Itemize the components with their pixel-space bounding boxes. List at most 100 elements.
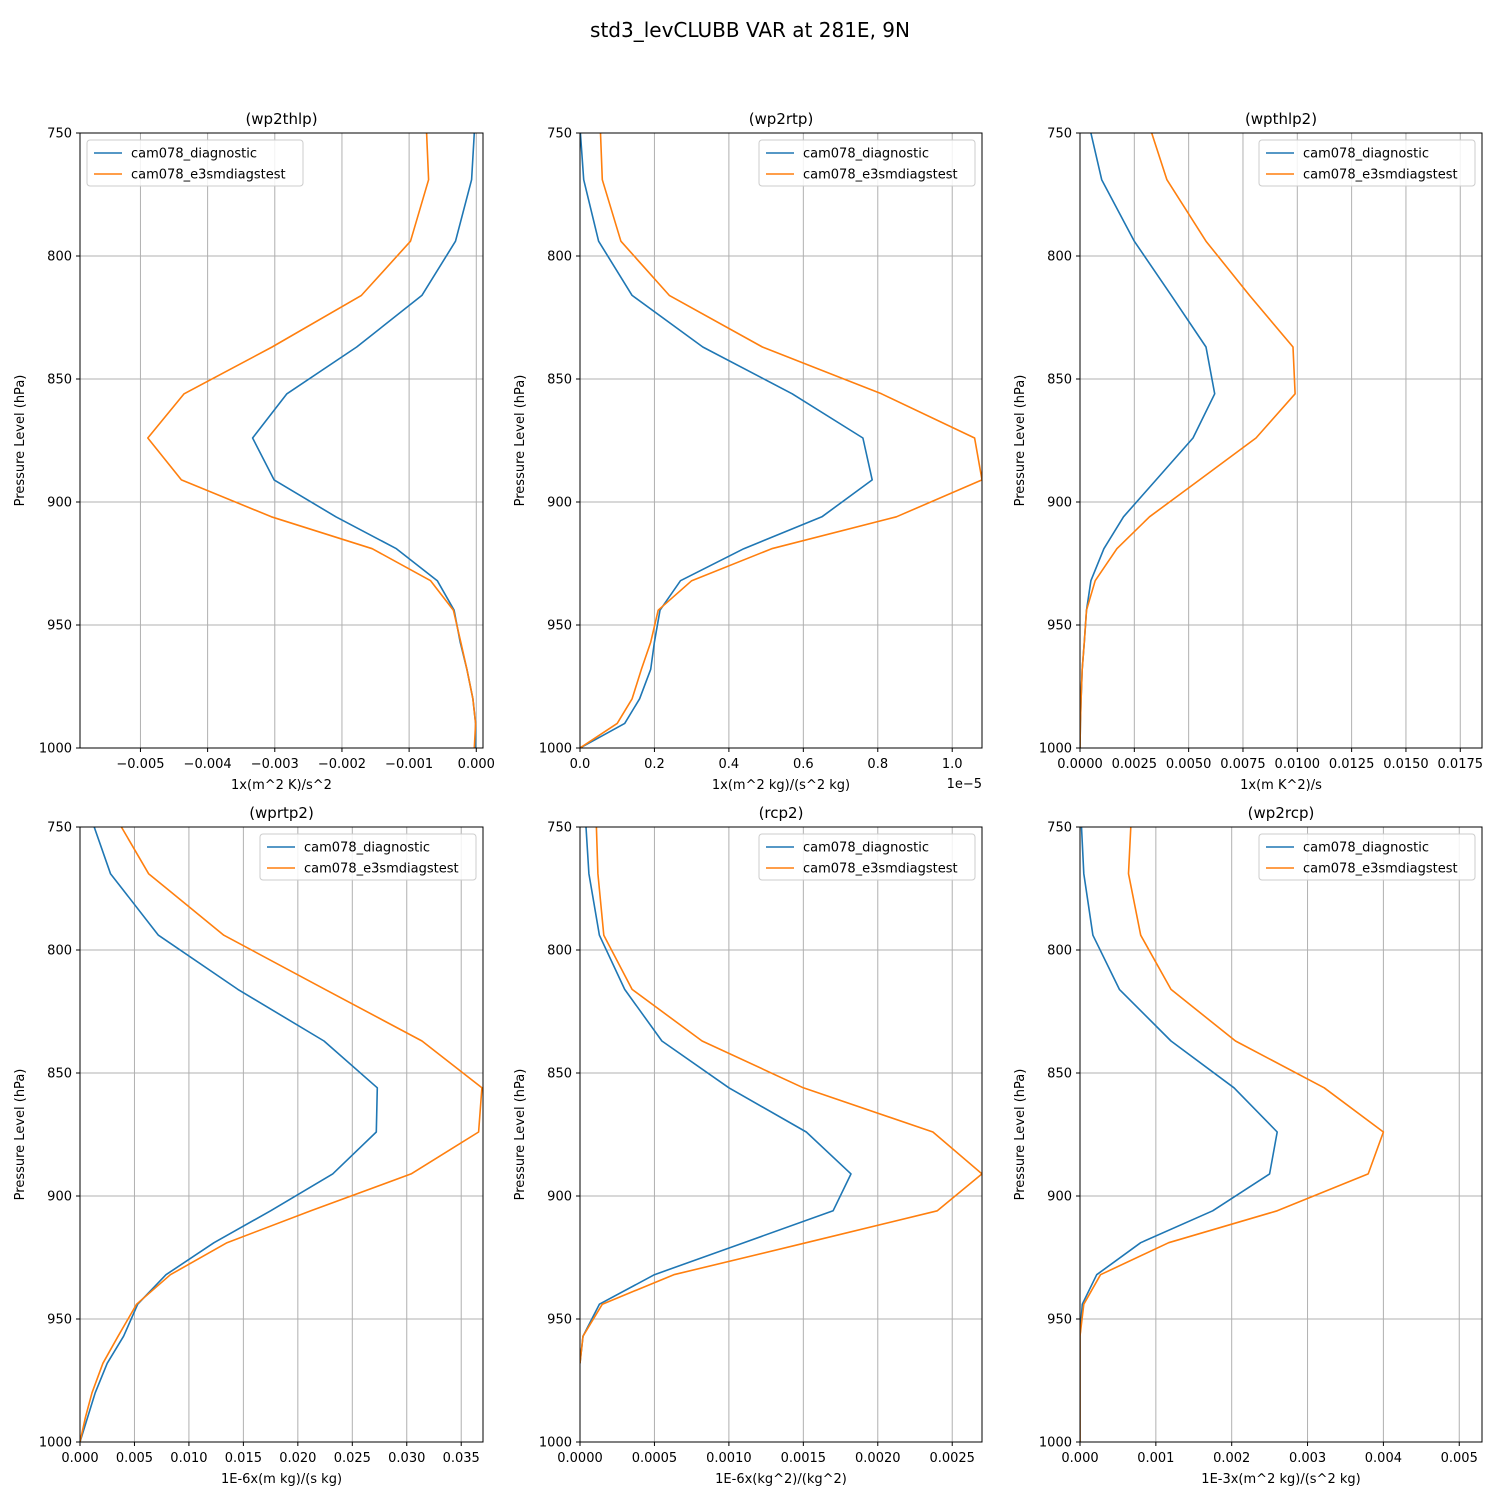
- y-tick-label: 750: [1047, 821, 1072, 836]
- x-tick-label: 0.0010: [706, 1451, 752, 1466]
- x-tick-label: 0.0000: [1057, 757, 1103, 772]
- axes-frame: [579, 826, 983, 1443]
- legend: cam078_diagnostic cam078_e3smdiagstest: [1258, 139, 1476, 187]
- y-tick-label: 950: [1047, 619, 1072, 634]
- y-tick-label: 800: [1047, 250, 1072, 265]
- axes-frame: [79, 826, 484, 1443]
- series-line: [1080, 827, 1278, 1442]
- y-tick-label: 900: [547, 496, 572, 511]
- series-line: [1080, 133, 1296, 748]
- series-line: [1080, 133, 1216, 748]
- x-tick-label: 0.002: [1213, 1451, 1250, 1466]
- legend-entry: cam078_e3smdiagstest: [304, 862, 459, 877]
- series-group: [1080, 133, 1296, 748]
- y-tick-label: 850: [547, 373, 572, 388]
- x-tick-label: 0.001: [1137, 1451, 1174, 1466]
- legend: cam078_diagnostic cam078_e3smdiagstest: [758, 833, 976, 881]
- legend-box: [259, 833, 477, 881]
- y-tick-label: 800: [47, 944, 72, 959]
- y-axis-label: Pressure Level (hPa): [1013, 375, 1028, 507]
- y-tick-label: 750: [47, 127, 72, 142]
- legend-entry: cam078_diagnostic: [304, 841, 430, 856]
- x-tick-label: 0.000: [61, 1451, 98, 1466]
- y-tick-label: 850: [547, 1067, 572, 1082]
- y-tick-label: 850: [47, 373, 72, 388]
- legend-box: [1258, 833, 1476, 881]
- panel-title: (wprtp2): [249, 804, 314, 822]
- y-axis-label: Pressure Level (hPa): [1013, 1069, 1028, 1201]
- x-tick-label: 0.0005: [632, 1451, 678, 1466]
- x-axis-label: 1E-6x(kg^2)/(kg^2): [715, 1472, 847, 1487]
- legend-entry: cam078_e3smdiagstest: [803, 168, 958, 183]
- x-tick-label: 0.8: [867, 757, 888, 772]
- series-line: [80, 827, 483, 1442]
- x-tick-label: 1.0: [942, 757, 963, 772]
- y-tick-label: 950: [1047, 1313, 1072, 1328]
- panel-title: (wp2rcp): [1248, 804, 1315, 822]
- series-group: [80, 827, 483, 1442]
- legend-box: [86, 139, 304, 187]
- x-tick-label: 0.0050: [1166, 757, 1212, 772]
- x-tick-label: 0.0150: [1383, 757, 1429, 772]
- series-line: [1080, 827, 1385, 1442]
- y-tick-label: 900: [1047, 1190, 1072, 1205]
- x-tick-label: 0.2: [644, 757, 665, 772]
- x-tick-label: 0.000: [1061, 1451, 1098, 1466]
- x-tick-label: 0.0175: [1438, 757, 1484, 772]
- x-tick-label: 0.005: [116, 1451, 153, 1466]
- chart-panel: 0.0000 0.0005 0.0010 0.0015 0.0020 0.0025 750 8…: [513, 804, 983, 1487]
- series-line: [580, 133, 874, 748]
- figure-title: std3_levCLUBB VAR at 281E, 9N: [590, 18, 910, 42]
- y-tick-label: 950: [547, 619, 572, 634]
- x-tick-label: −0.004: [184, 757, 232, 772]
- chart-panel: 0.0 0.2 0.4 0.6 0.8 1.0 750 800 850 900 950 1000 (wp…: [513, 110, 983, 793]
- y-tick-label: 800: [47, 250, 72, 265]
- series-line: [251, 133, 477, 748]
- y-axis-label: Pressure Level (hPa): [513, 375, 528, 507]
- y-tick-label: 750: [547, 821, 572, 836]
- y-tick-label: 1000: [39, 742, 72, 757]
- x-tick-label: 0.0015: [781, 1451, 827, 1466]
- panel-title: (wpthlp2): [1245, 110, 1317, 128]
- x-tick-label: 0.000: [458, 757, 495, 772]
- x-tick-label: 0.020: [279, 1451, 316, 1466]
- x-tick-label: −0.001: [385, 757, 433, 772]
- y-tick-label: 950: [47, 1313, 72, 1328]
- series-group: [580, 133, 982, 748]
- panel-title: (wp2rtp): [749, 110, 814, 128]
- y-tick-label: 800: [547, 944, 572, 959]
- legend-box: [1258, 139, 1476, 187]
- x-tick-label: 0.0025: [929, 1451, 975, 1466]
- x-tick-label: −0.005: [116, 757, 164, 772]
- y-tick-label: 950: [547, 1313, 572, 1328]
- y-tick-label: 750: [1047, 127, 1072, 142]
- x-tick-label: 0.005: [1441, 1451, 1478, 1466]
- y-tick-label: 750: [47, 821, 72, 836]
- x-tick-label: 0.0075: [1220, 757, 1266, 772]
- x-axis-label: 1x(m K^2)/s: [1240, 778, 1322, 793]
- y-tick-label: 950: [47, 619, 72, 634]
- y-tick-label: 850: [1047, 1067, 1072, 1082]
- y-tick-label: 900: [47, 1190, 72, 1205]
- legend-entry: cam078_e3smdiagstest: [1303, 862, 1458, 877]
- chart-panel: −0.005 −0.004 −0.003 −0.002 −0.001 0.000 750 80…: [13, 110, 495, 793]
- y-tick-label: 900: [47, 496, 72, 511]
- x-tick-label: 0.035: [443, 1451, 480, 1466]
- y-tick-label: 1000: [539, 742, 572, 757]
- legend: cam078_diagnostic cam078_e3smdiagstest: [259, 833, 477, 881]
- series-group: [147, 133, 477, 748]
- series-line: [80, 827, 379, 1442]
- legend-entry: cam078_diagnostic: [803, 147, 929, 162]
- panels: −0.005 −0.004 −0.003 −0.002 −0.001 0.000 750 80…: [13, 110, 1483, 1487]
- x-tick-label: 0.0025: [1112, 757, 1158, 772]
- panel-title: (wp2thlp): [245, 110, 317, 128]
- legend: cam078_diagnostic cam078_e3smdiagstest: [758, 139, 976, 187]
- y-tick-label: 1000: [39, 1436, 72, 1451]
- x-tick-label: 0.6: [793, 757, 814, 772]
- x-axis-label: 1x(m^2 K)/s^2: [231, 778, 332, 793]
- y-tick-label: 1000: [1039, 1436, 1072, 1451]
- axes-frame: [79, 132, 484, 749]
- axis-offset-text: 1e−5: [947, 777, 982, 792]
- chart-panel: 0.000 0.005 0.010 0.015 0.020 0.025 0.030 0.035…: [13, 804, 484, 1487]
